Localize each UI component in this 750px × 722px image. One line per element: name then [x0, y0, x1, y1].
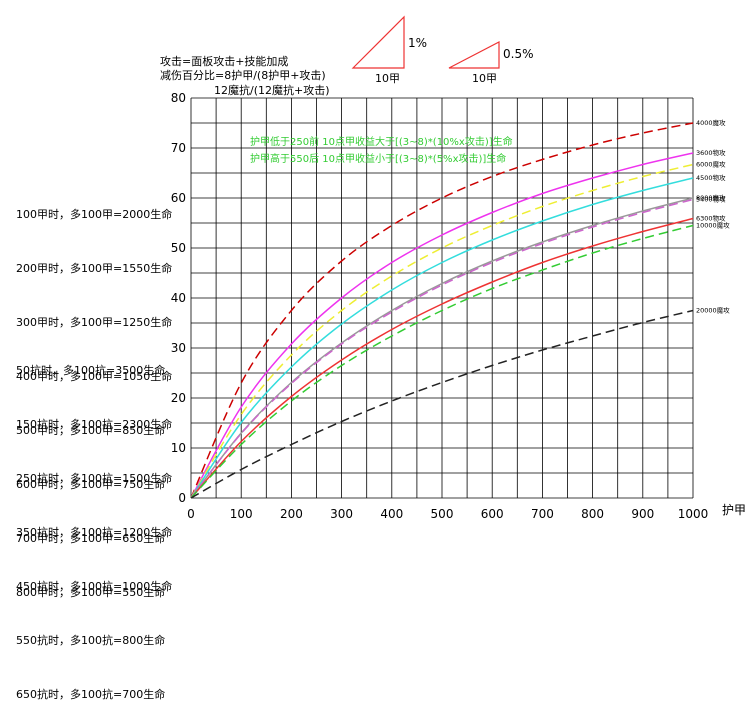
- series-end-label: 8000魔攻: [696, 193, 726, 202]
- series-line-8: [190, 309, 694, 499]
- x-tick-label: 600: [481, 507, 504, 521]
- series-line-7: [190, 224, 694, 499]
- x-tick-label: 200: [280, 507, 303, 521]
- slope-triangle-1: [351, 15, 405, 69]
- chart: 0 100 200 300 400 500 600 700 800 900 1000 0 10 20 30 4…: [171, 15, 746, 521]
- y-tick-label: 30: [171, 341, 186, 355]
- annotation-line-2: 护甲高于550后 10点甲收益小于[(3~8)*(5%x攻击)]生命: [250, 152, 506, 165]
- armor-list-item: 200甲时，多100甲=1550生命: [16, 262, 173, 275]
- mr-list-item: 150抗时，多100抗=2300生命: [16, 418, 173, 431]
- mr-list-item: 250抗时，多100抗=1500生命: [16, 472, 173, 485]
- x-tick-label: 100: [230, 507, 253, 521]
- formula-line-2: 减伤百分比=8护甲/(8护甲+攻击): [160, 69, 326, 82]
- y-tick-label: 80: [171, 91, 186, 105]
- slope-triangle-2: [448, 41, 500, 69]
- y-tick-label: 0: [178, 491, 186, 505]
- slope-2-percent: 0.5%: [503, 47, 534, 61]
- x-tick-label: 300: [330, 507, 353, 521]
- series-line-0: [190, 122, 694, 499]
- slope-2-base: 10甲: [472, 72, 497, 85]
- x-tick-label: 900: [631, 507, 654, 521]
- series-end-label: 20000魔攻: [696, 306, 730, 315]
- series-lines: [190, 122, 694, 499]
- y-tick-label: 10: [171, 441, 186, 455]
- series-end-label: 5400物攻: [696, 195, 726, 204]
- x-tick-label: 800: [581, 507, 604, 521]
- mr-list-item: 350抗时，多100抗=1200生命: [16, 526, 173, 539]
- slope-1-base: 10甲: [375, 72, 400, 85]
- series-end-label: 10000魔攻: [696, 221, 730, 230]
- x-tick-label: 0: [187, 507, 195, 521]
- y-tick-label: 60: [171, 191, 186, 205]
- annotation-line-1: 护甲低于250前 10点甲收益大于[(3~8)*(10%x攻击)]生命: [250, 135, 513, 148]
- y-tick-label: 50: [171, 241, 186, 255]
- mr-list-item: 650抗时，多100抗=700生命: [16, 688, 166, 701]
- y-tick-label: 70: [171, 141, 186, 155]
- x-tick-label: 500: [431, 507, 454, 521]
- x-tick-label: 400: [380, 507, 403, 521]
- armor-list-item: 100甲时，多100甲=2000生命: [16, 208, 173, 221]
- x-axis-title: 护甲: [722, 503, 746, 517]
- formula-line-1: 攻击=面板攻击+技能加成: [160, 55, 289, 68]
- mr-list-item: 50抗时，多100抗=3500生命: [16, 364, 166, 377]
- series-end-label: 4500物攻: [696, 173, 726, 182]
- series-line-3: [190, 177, 694, 499]
- grid: [190, 97, 694, 499]
- series-line-5: [190, 198, 694, 499]
- series-line-2: [190, 163, 694, 499]
- series-end-label: 6300物攻: [696, 214, 726, 223]
- series-end-label: 6000魔攻: [696, 160, 726, 169]
- magic-resist-list: 50抗时，多100抗=3500生命 150抗时，多100抗=2300生命 250…: [16, 326, 172, 722]
- series-end-label: 3600物攻: [696, 148, 726, 157]
- y-tick-label: 40: [171, 291, 186, 305]
- armor-list-item: 600甲时，多100甲=750生命: [16, 478, 166, 491]
- series-line-1: [190, 152, 694, 499]
- series-end-label: 4000魔攻: [696, 118, 726, 127]
- slope-1-percent: 1%: [408, 36, 428, 50]
- x-tick-label: 1000: [678, 507, 709, 521]
- y-tick-label: 20: [171, 391, 186, 405]
- armor-list-item: 500甲时，多100甲=850生命: [16, 424, 166, 437]
- formula-line-3: 12魔抗/(12魔抗+攻击): [214, 84, 330, 97]
- tick-labels: 0 100 200 300 400 500 600 700 800 900 1000 0 10 20 30 4…: [171, 91, 709, 521]
- mr-list-item: 450抗时，多100抗=1000生命: [16, 580, 173, 593]
- series-line-6: [190, 217, 694, 499]
- armor-list-item: 400甲时，多100甲=1050生命: [16, 370, 173, 383]
- armor-list-item: 300甲时，多100甲=1250生命: [16, 316, 173, 329]
- mr-list-item: 550抗时，多100抗=800生命: [16, 634, 166, 647]
- x-tick-label: 700: [531, 507, 554, 521]
